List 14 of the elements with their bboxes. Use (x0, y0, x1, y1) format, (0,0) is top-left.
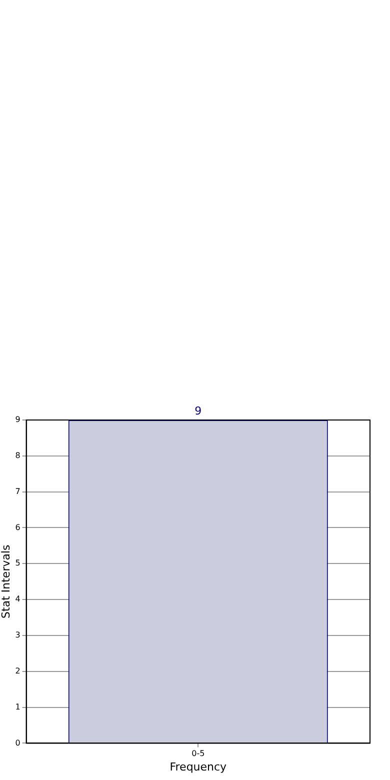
data-label: 9 (194, 404, 202, 418)
y-tick-label: 2 (15, 666, 20, 676)
x-axis-title: Frequency (170, 760, 228, 774)
x-tick-label: 0-5 (192, 749, 205, 758)
y-tick-label: 1 (15, 702, 20, 712)
y-tick-label: 3 (15, 630, 20, 640)
y-axis-title: Stat Intervals (0, 544, 12, 618)
y-tick-label: 8 (15, 450, 20, 460)
y-tick-label: 7 (15, 486, 20, 496)
y-tick-label: 9 (15, 415, 20, 424)
y-tick-label: 6 (15, 522, 20, 532)
y-tick-label: 0 (15, 738, 20, 748)
y-tick-label: 5 (15, 558, 20, 568)
y-tick-label: 4 (15, 594, 20, 604)
